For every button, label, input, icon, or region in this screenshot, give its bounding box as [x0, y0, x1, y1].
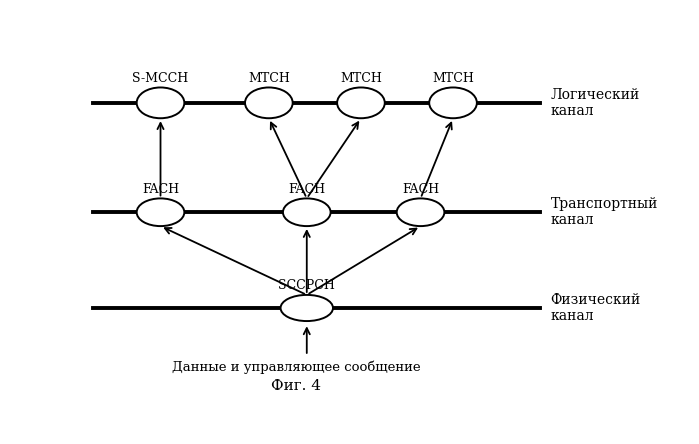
- Text: Фиг. 4: Фиг. 4: [271, 379, 321, 393]
- Text: MTCH: MTCH: [248, 72, 290, 85]
- Ellipse shape: [137, 198, 185, 226]
- Ellipse shape: [137, 87, 185, 118]
- Text: FACH: FACH: [142, 182, 179, 196]
- Text: Логический
канал: Логический канал: [551, 88, 640, 118]
- Text: MTCH: MTCH: [432, 72, 474, 85]
- Ellipse shape: [337, 87, 384, 118]
- Text: FACH: FACH: [288, 182, 325, 196]
- Text: Физический
канал: Физический канал: [551, 293, 641, 323]
- Text: Данные и управляющее сообщение: Данные и управляющее сообщение: [172, 361, 420, 374]
- Text: SCCPCH: SCCPCH: [278, 279, 336, 292]
- Text: FACH: FACH: [402, 182, 439, 196]
- Text: MTCH: MTCH: [340, 72, 382, 85]
- Ellipse shape: [429, 87, 477, 118]
- Ellipse shape: [280, 295, 333, 321]
- Text: S-MCCH: S-MCCH: [132, 72, 189, 85]
- Ellipse shape: [283, 198, 331, 226]
- Text: Транспортный
канал: Транспортный канал: [551, 197, 658, 227]
- Ellipse shape: [245, 87, 293, 118]
- Ellipse shape: [397, 198, 445, 226]
